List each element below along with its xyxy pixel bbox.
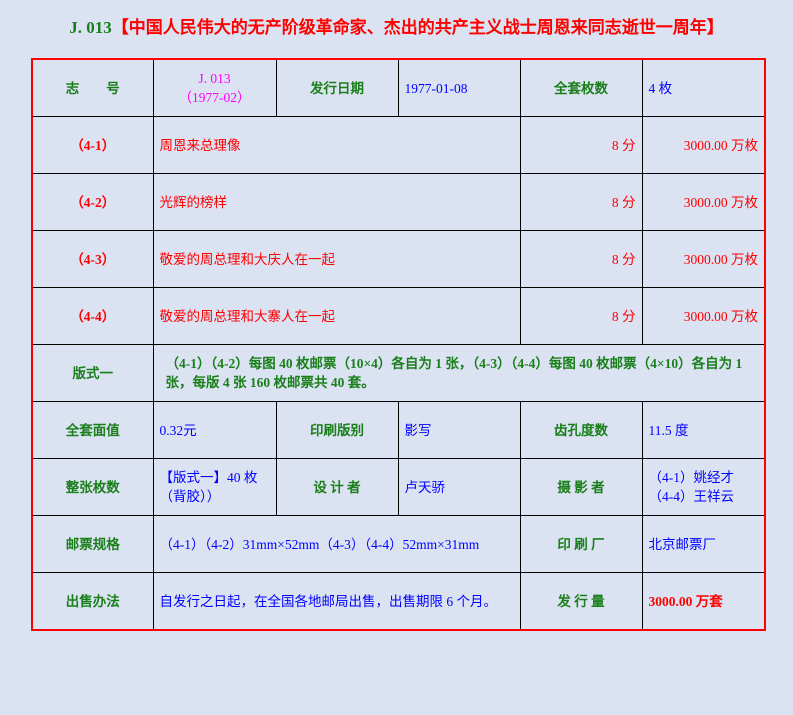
label-date: 发行日期 [275,58,399,117]
value-count: 4 枚 [641,58,766,117]
value-id: J. 013 （1977-02） [152,58,277,117]
stamp-name: 敬爱的周总理和大庆人在一起 [152,230,521,288]
stamp-set-name: 【中国人民伟大的无产阶级革命家、杰出的共产主义战士周恩来同志逝世一周年】 [111,18,724,37]
stamp-qty: 3000.00 万枚 [641,230,766,288]
value-designer: 卢天骄 [397,458,521,516]
stamp-set-code: J. 013 [69,18,112,37]
id-line2: （1977-02） [178,90,251,105]
stamp-no: （4-2） [31,173,154,231]
label-perforation: 齿孔度数 [519,401,643,459]
table-row: 出售办法 自发行之日起，在全国各地邮局出售，出售期限 6 个月。 发 行 量 3… [31,572,766,631]
value-issue-qty: 3000.00 万套 [641,572,766,631]
table-row: 全套面值 0.32元 印刷版别 影写 齿孔度数 11.5 度 [31,401,766,459]
label-designer: 设 计 者 [275,458,399,516]
value-sheet: 【版式一】40 枚 （背胶）） [152,458,277,516]
stamp-row: （4-3） 敬爱的周总理和大庆人在一起 8 分 3000.00 万枚 [31,230,766,288]
stamp-qty: 3000.00 万枚 [641,173,766,231]
stamp-no: （4-3） [31,230,154,288]
stamp-face: 8 分 [519,287,643,345]
label-face-value: 全套面值 [31,401,154,459]
value-face-value: 0.32元 [152,401,277,459]
stamp-row: （4-2） 光辉的榜样 8 分 3000.00 万枚 [31,173,766,231]
value-sale: 自发行之日起，在全国各地邮局出售，出售期限 6 个月。 [152,572,521,631]
page-title: J. 013【中国人民伟大的无产阶级革命家、杰出的共产主义战士周恩来同志逝世一周… [0,13,793,38]
label-format: 版式一 [31,344,154,402]
label-photographer: 摄 影 者 [519,458,643,516]
stamp-no: （4-1） [31,116,154,174]
label-count: 全套枚数 [519,58,643,117]
table-row: 志 号 J. 013 （1977-02） 发行日期 1977-01-08 全套枚数… [31,58,766,117]
stamp-face: 8 分 [519,116,643,174]
stamp-qty: 3000.00 万枚 [641,287,766,345]
label-issue-qty: 发 行 量 [519,572,643,631]
label-print-method: 印刷版别 [275,401,399,459]
value-size: （4-1）（4-2）31mm×52mm（4-3）（4-4）52mm×31mm [152,515,521,573]
value-printer: 北京邮票厂 [641,515,766,573]
label-id: 志 号 [31,58,154,117]
id-line1: J. 013 [198,71,231,86]
label-size: 邮票规格 [31,515,154,573]
stamp-info-table: 志 号 J. 013 （1977-02） 发行日期 1977-01-08 全套枚数… [31,58,766,631]
label-printer: 印 刷 厂 [519,515,643,573]
stamp-name: 光辉的榜样 [152,173,521,231]
photo-line1: （4-1）姚经才 [648,470,735,485]
stamp-no: （4-4） [31,287,154,345]
label-sheet: 整张枚数 [31,458,154,516]
table-row: 整张枚数 【版式一】40 枚 （背胶）） 设 计 者 卢天骄 摄 影 者 （4-1… [31,458,766,516]
sheet-line2: （背胶）） [159,489,221,504]
photo-line2: （4-4）王祥云 [648,489,735,504]
stamp-face: 8 分 [519,173,643,231]
value-photographer: （4-1）姚经才 （4-4）王祥云 [641,458,766,516]
stamp-name: 周恩来总理像 [152,116,521,174]
label-sale: 出售办法 [31,572,154,631]
value-print-method: 影写 [397,401,521,459]
stamp-row: （4-1） 周恩来总理像 8 分 3000.00 万枚 [31,116,766,174]
stamp-qty: 3000.00 万枚 [641,116,766,174]
table-row: 邮票规格 （4-1）（4-2）31mm×52mm（4-3）（4-4）52mm×3… [31,515,766,573]
value-date: 1977-01-08 [397,58,521,117]
table-row: 版式一 （4-1）（4-2）每图 40 枚邮票（10×4）各自为 1 张，（4-… [31,344,766,402]
stamp-row: （4-4） 敬爱的周总理和大寨人在一起 8 分 3000.00 万枚 [31,287,766,345]
stamp-face: 8 分 [519,230,643,288]
sheet-line1: 【版式一】40 枚 [159,470,258,485]
stamp-name: 敬爱的周总理和大寨人在一起 [152,287,521,345]
value-perforation: 11.5 度 [641,401,766,459]
value-format: （4-1）（4-2）每图 40 枚邮票（10×4）各自为 1 张，（4-3）（4… [152,344,766,402]
